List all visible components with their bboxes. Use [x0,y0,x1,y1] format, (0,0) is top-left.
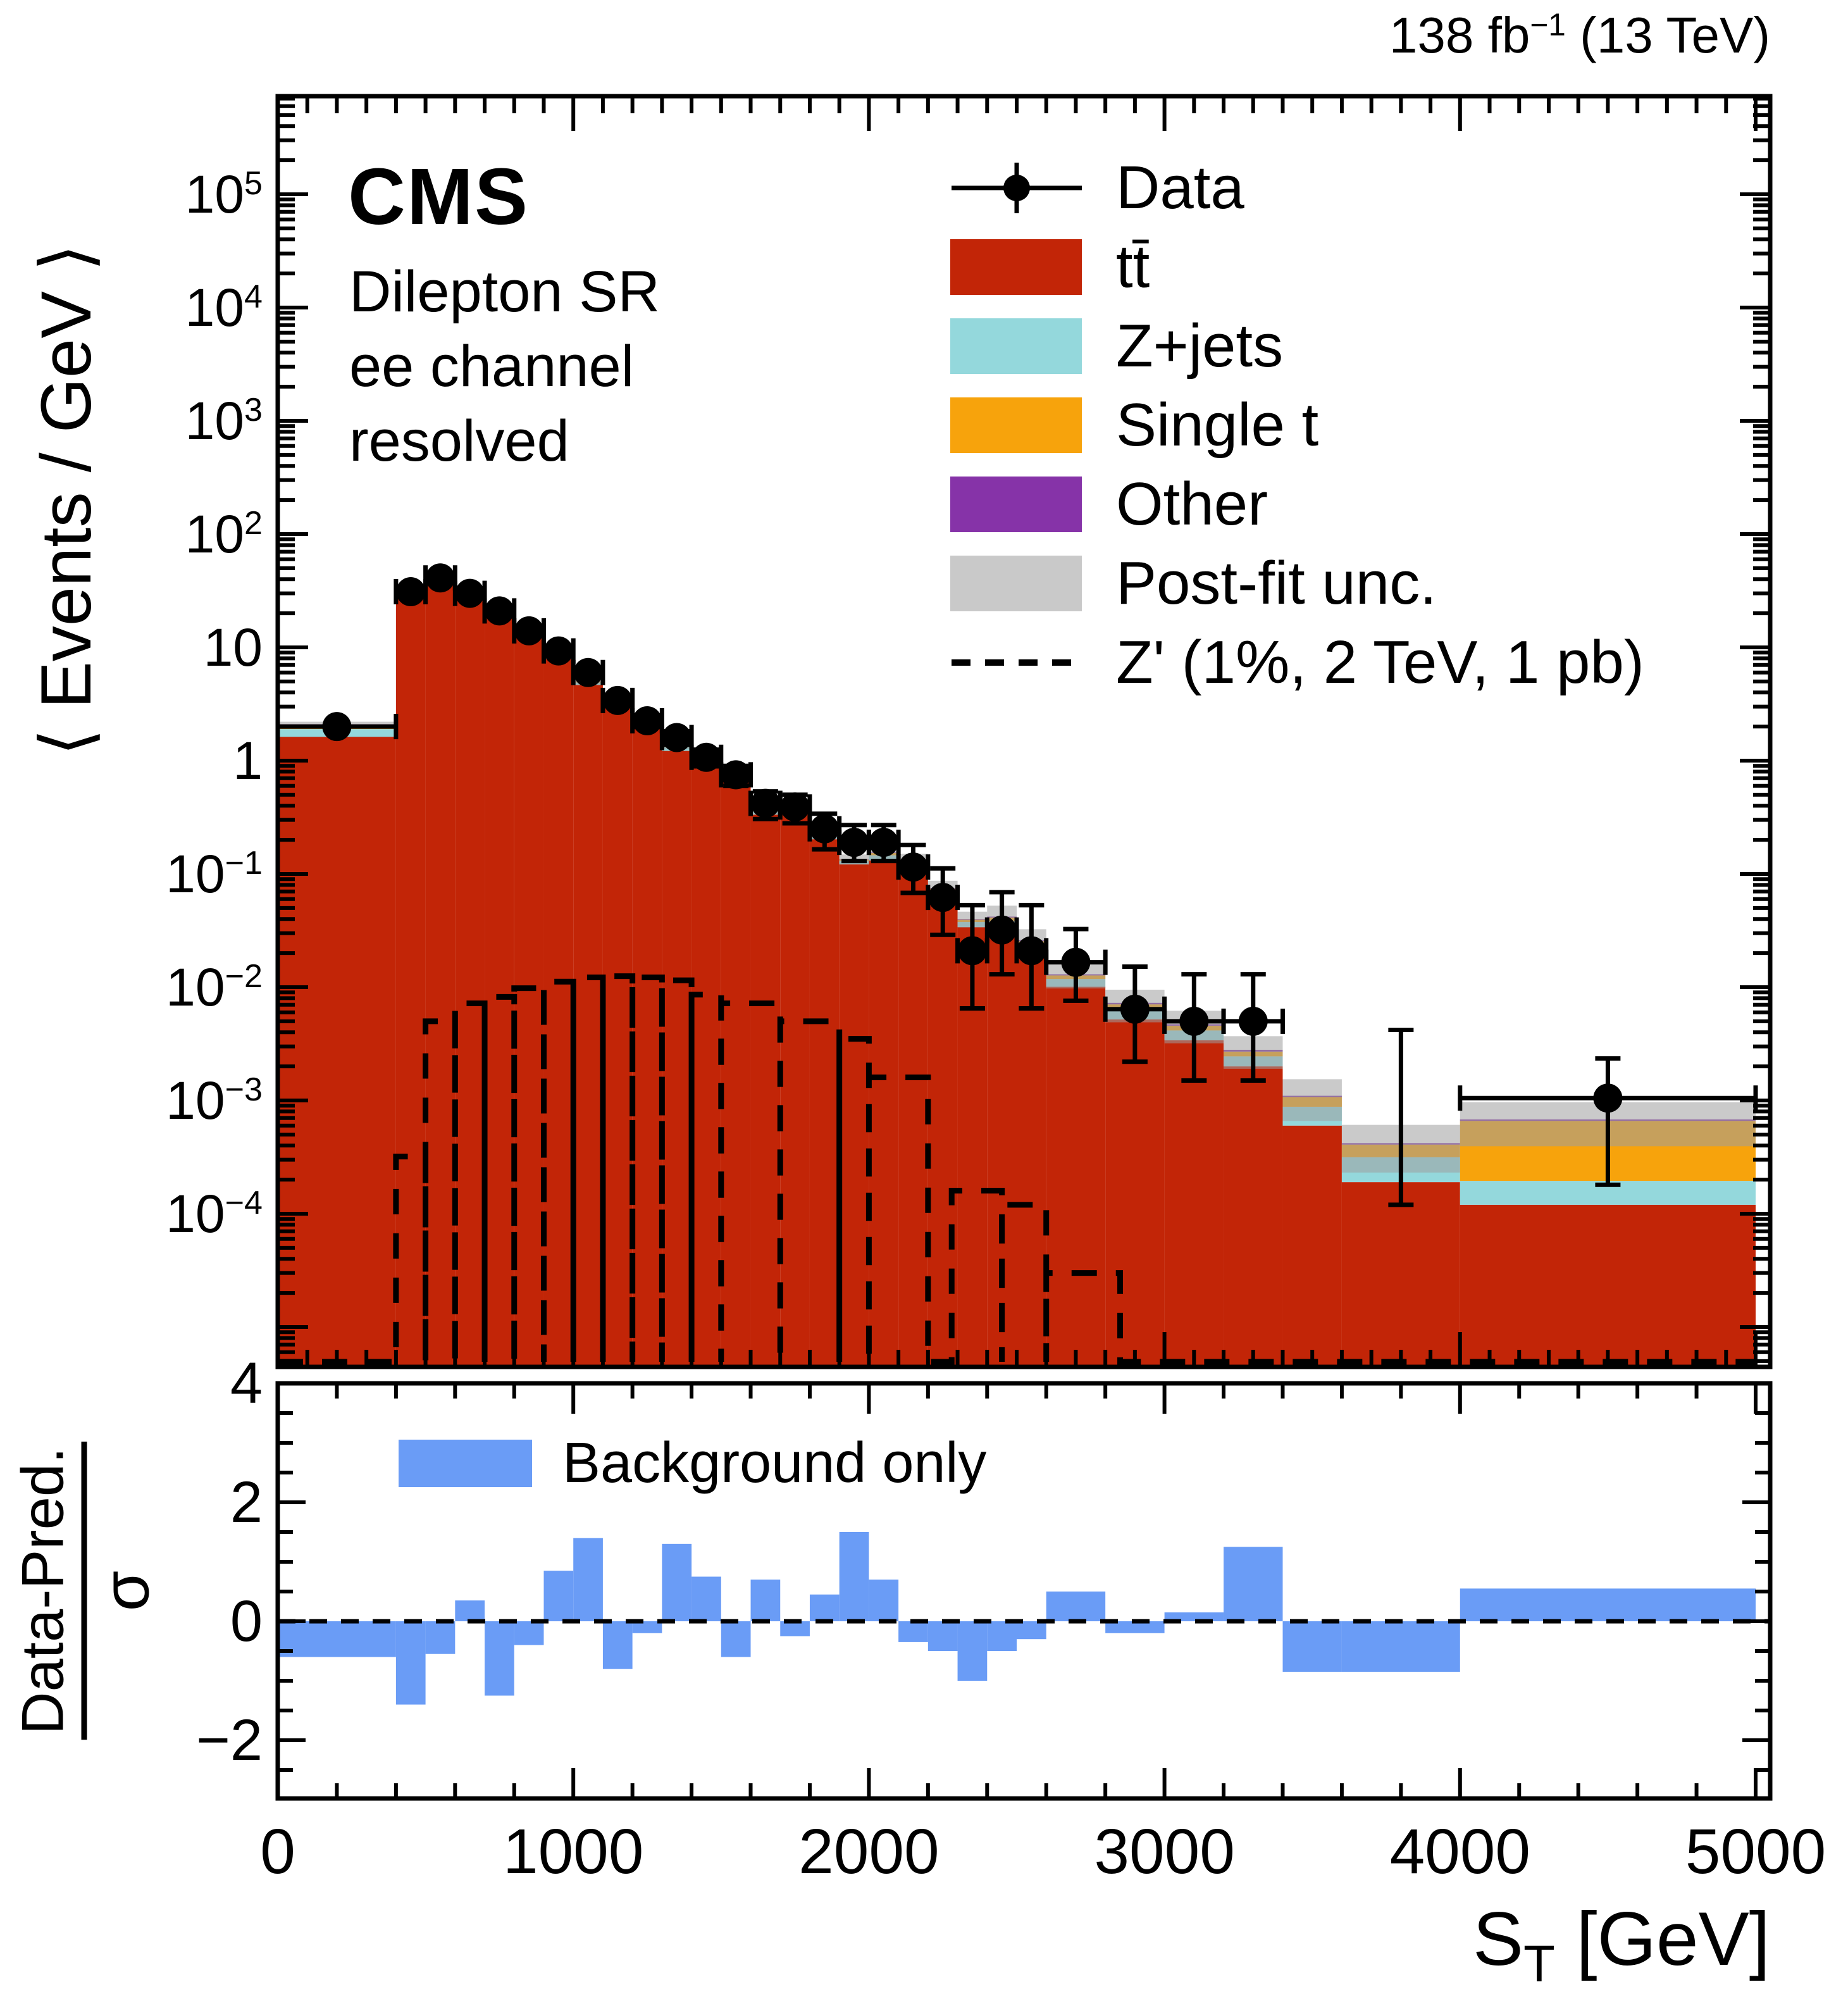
ttbar-swatch-icon [950,235,1083,299]
x-tick-label: 3000 [1094,1816,1235,1887]
legend-item-zjets: Z+jets [950,315,1283,378]
main-panel-ticks [276,96,1770,1367]
zprime-signal-line [278,973,1756,1365]
ratio-tick-label: −2 [196,1708,263,1773]
legend-label: Data [1116,154,1244,221]
legend-label: Z' (1%, 2 TeV, 1 pb) [1116,628,1644,696]
ratio-tick-label: 2 [230,1470,263,1535]
legend-label: Z+jets [1116,312,1284,380]
y-tick-label: 102 [185,504,263,564]
legend-item-ttbar: tt̄ [950,235,1150,299]
region-label-1: Dilepton SR [349,259,660,324]
legend-item-other: Other [950,473,1268,536]
y-tick-label: 1 [233,731,263,790]
unc-swatch-icon [950,552,1083,615]
y-tick-label: 10−4 [166,1184,263,1243]
ratio-tick-label: 0 [230,1589,263,1654]
x-axis-title: ST [GeV] [1472,1897,1770,1993]
y-tick-label: 10−3 [166,1071,263,1130]
y-tick-label: 104 [185,278,263,337]
ratio-panel-ticks [276,1381,1770,1798]
ratio-tick-label: 4 [230,1351,263,1416]
ratio-title-denominator: σ [89,1570,163,1612]
legend-item-data: Data [950,156,1244,220]
legend-item-singlet: Single t [950,394,1318,457]
experiment-label: CMS [348,152,529,241]
y-tick-label: 10−2 [166,957,263,1017]
x-tick-label: 1000 [502,1816,644,1887]
y-tick-label: 103 [185,391,263,451]
x-tick-label: 0 [260,1816,295,1887]
ratio-bars [278,1532,1756,1705]
legend-label: Single t [1116,391,1319,459]
region-label-3: resolved [349,409,569,473]
x-tick-label: 5000 [1685,1816,1826,1887]
y-tick-label: 10−1 [166,844,263,904]
background-only-swatch-icon [399,1439,532,1487]
ratio-title-numerator: Data-Pred. [8,1442,87,1740]
legend-label: tt̄ [1116,233,1150,301]
x-tick-label: 2000 [798,1816,940,1887]
data-marker-icon [950,156,1083,220]
other-swatch-icon [950,473,1083,536]
y-tick-label: 105 [185,165,263,224]
legend-label: Other [1116,470,1268,538]
ratio-y-axis-title: Data-Pred. σ [8,1442,163,1740]
data-points [275,563,1758,1207]
legend-item-unc: Post-fit unc. [950,552,1437,615]
ratio-legend-label: Background only [562,1431,987,1495]
singlet-swatch-icon [950,394,1083,457]
region-label-2: ee channel [349,334,635,399]
ratio-legend-background-only: Background only [399,1431,986,1495]
zprime-dashed-line-icon [950,631,1083,694]
y-tick-label: 10 [203,618,263,677]
zjets-swatch-icon [950,315,1083,378]
legend-label: Post-fit unc. [1116,549,1437,617]
legend-item-zprime: Z' (1%, 2 TeV, 1 pb) [950,631,1644,694]
lumi-label: 138 fb−1 (13 TeV) [1389,6,1770,63]
x-tick-label: 4000 [1389,1816,1531,1887]
main-y-axis-title: ⟨ Events / GeV ⟩ [27,244,106,756]
